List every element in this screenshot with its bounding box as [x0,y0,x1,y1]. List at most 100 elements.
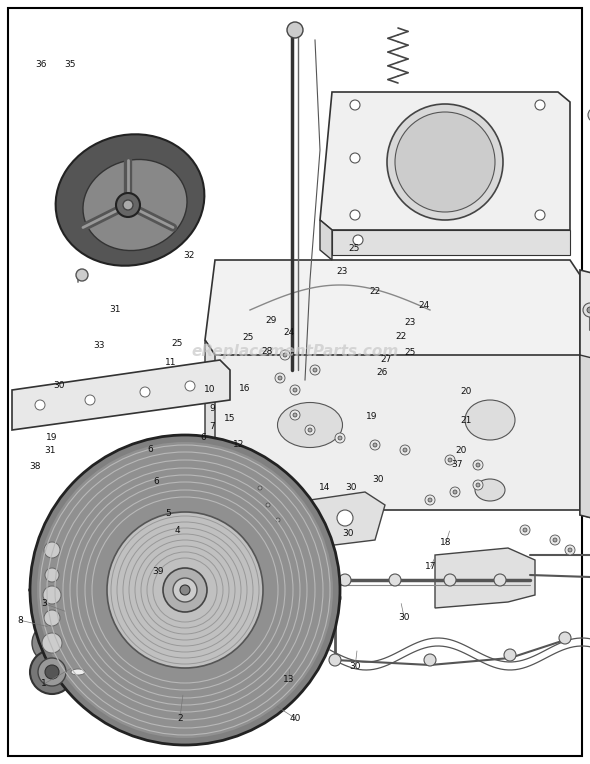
Text: 29: 29 [266,316,277,325]
Circle shape [140,387,150,397]
Circle shape [313,368,317,372]
Text: 30: 30 [345,483,357,492]
Circle shape [389,574,401,586]
Circle shape [559,632,571,644]
Text: 23: 23 [404,318,416,327]
Circle shape [520,525,530,535]
Text: 18: 18 [440,538,452,547]
Text: 25: 25 [171,339,183,348]
Circle shape [308,428,312,432]
Ellipse shape [475,479,505,501]
Circle shape [444,574,456,586]
Polygon shape [320,220,332,260]
Circle shape [173,578,197,602]
Circle shape [255,483,265,493]
Circle shape [473,480,483,490]
Ellipse shape [64,666,92,678]
Circle shape [43,586,61,604]
Text: 6: 6 [201,432,206,442]
Circle shape [373,443,377,447]
Text: 25: 25 [242,333,254,342]
Text: 30: 30 [398,613,410,622]
Text: 20: 20 [460,387,472,396]
Circle shape [42,633,62,653]
Circle shape [185,381,195,391]
Circle shape [350,100,360,110]
Circle shape [32,623,72,663]
Text: 38: 38 [30,461,41,471]
Text: 21: 21 [460,416,472,425]
Circle shape [350,153,360,163]
Circle shape [123,200,133,210]
Circle shape [299,574,311,586]
Circle shape [44,542,60,558]
Circle shape [266,503,270,507]
Circle shape [35,400,45,410]
Text: 9: 9 [209,404,215,413]
Circle shape [293,413,297,417]
Circle shape [310,365,320,375]
Circle shape [400,445,410,455]
Circle shape [36,602,68,634]
Text: 27: 27 [381,354,392,364]
Text: 2: 2 [177,714,183,723]
Circle shape [494,574,506,586]
Ellipse shape [83,160,187,251]
Text: 33: 33 [93,341,105,350]
Text: 30: 30 [349,662,361,671]
Circle shape [76,269,88,281]
Circle shape [473,460,483,470]
Text: 19: 19 [366,412,378,421]
Circle shape [535,100,545,110]
Circle shape [293,388,297,392]
Circle shape [329,654,341,666]
Text: 5: 5 [165,509,171,518]
Text: 1: 1 [41,679,47,688]
Text: 14: 14 [319,483,330,492]
Text: 22: 22 [395,332,407,341]
Circle shape [523,528,527,532]
Circle shape [476,483,480,487]
Polygon shape [320,92,570,230]
Text: 12: 12 [233,440,245,449]
Text: 24: 24 [283,328,295,337]
Circle shape [450,487,460,497]
Text: 25: 25 [348,244,360,253]
Circle shape [337,510,353,526]
Circle shape [107,512,263,668]
Text: 7: 7 [209,422,215,431]
Polygon shape [205,260,580,355]
Circle shape [353,235,363,245]
Circle shape [535,210,545,220]
Circle shape [305,425,315,435]
Text: 4: 4 [174,526,180,536]
Circle shape [258,486,262,490]
Text: 6: 6 [148,445,153,454]
Circle shape [276,518,280,522]
Text: 6: 6 [153,477,159,486]
Polygon shape [580,270,590,530]
Circle shape [553,538,557,542]
Text: 17: 17 [425,562,437,571]
Text: 31: 31 [109,305,121,314]
Circle shape [428,498,432,502]
Text: 31: 31 [44,446,56,455]
Polygon shape [435,548,535,608]
Circle shape [116,193,140,217]
Circle shape [45,568,59,582]
Circle shape [338,436,342,440]
Circle shape [290,410,300,420]
Circle shape [476,463,480,467]
Text: 8: 8 [18,616,24,625]
Text: 40: 40 [289,714,301,723]
Text: 16: 16 [239,384,251,393]
Circle shape [163,568,207,612]
Circle shape [30,650,74,694]
Circle shape [36,534,68,566]
Text: 20: 20 [455,446,467,455]
Ellipse shape [55,134,204,266]
Text: 11: 11 [165,358,177,367]
Circle shape [278,376,282,380]
Circle shape [504,649,516,661]
Circle shape [387,104,503,220]
